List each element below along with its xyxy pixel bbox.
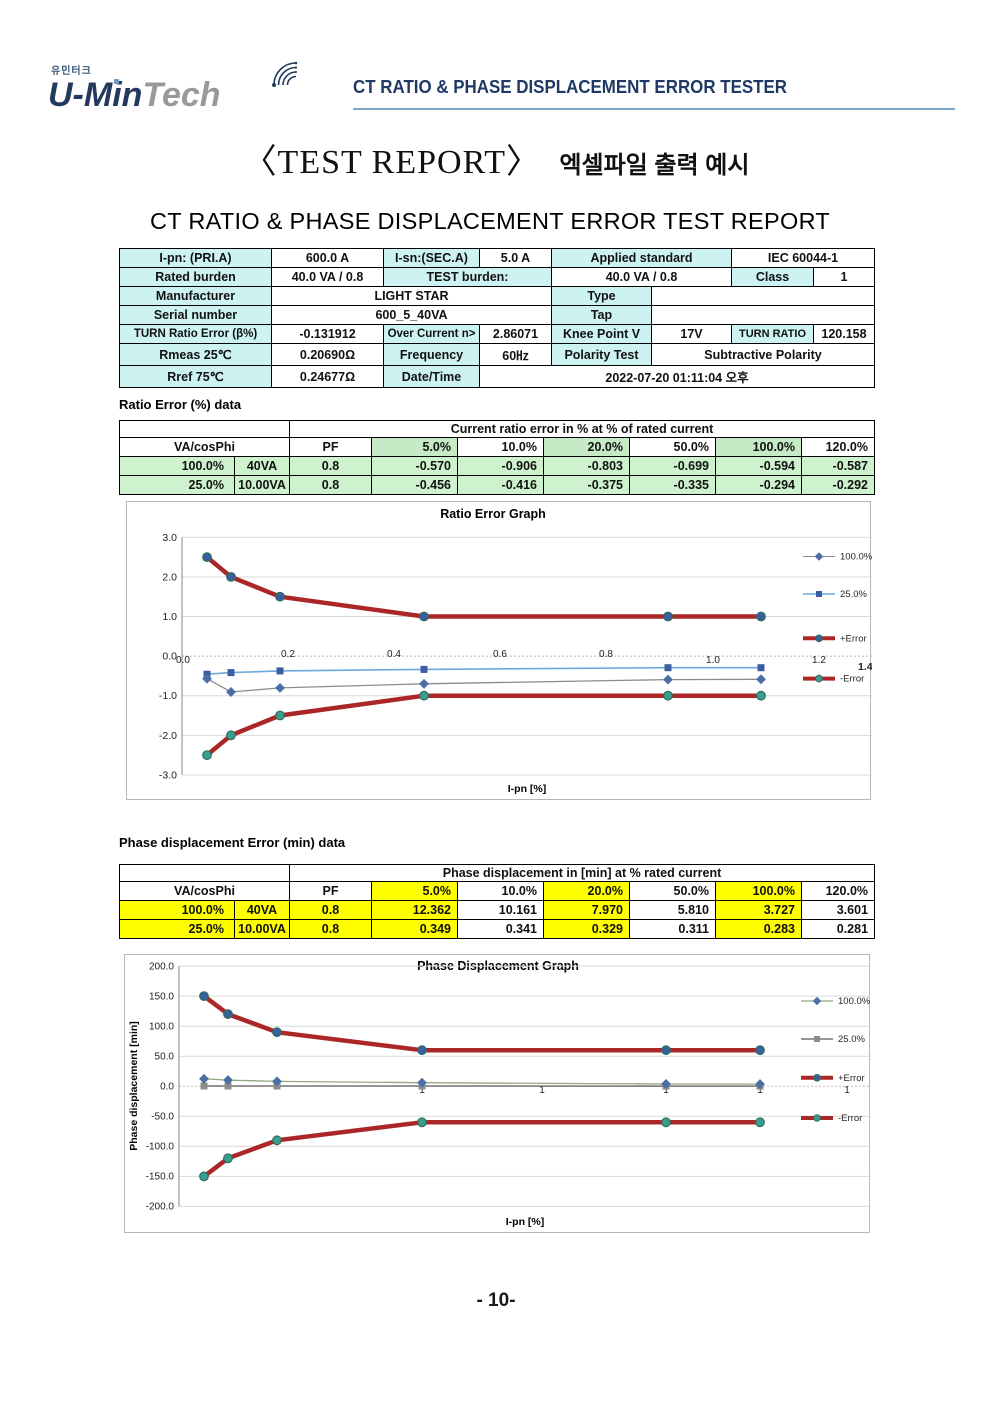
svg-text:100.0%: 100.0%	[840, 552, 872, 563]
svg-text:-200.0: -200.0	[146, 1202, 175, 1213]
svg-text:-150.0: -150.0	[146, 1172, 175, 1183]
svg-text:1.4: 1.4	[858, 661, 872, 673]
svg-text:+Error: +Error	[840, 633, 867, 644]
svg-text:-Error: -Error	[838, 1113, 862, 1124]
svg-text:0.2: 0.2	[281, 649, 295, 660]
svg-text:100.0: 100.0	[149, 1022, 174, 1033]
svg-text:50.0: 50.0	[155, 1052, 175, 1063]
svg-text:1.2: 1.2	[812, 655, 826, 666]
svg-text:Ratio Error Graph: Ratio Error Graph	[440, 507, 546, 521]
svg-text:Phase displacement [min]: Phase displacement [min]	[128, 1021, 140, 1151]
svg-text:1.0: 1.0	[162, 611, 177, 623]
svg-text:-50.0: -50.0	[151, 1112, 174, 1123]
svg-text:-3.0: -3.0	[159, 770, 177, 782]
svg-text:-1.0: -1.0	[159, 690, 177, 702]
svg-text:150.0: 150.0	[149, 992, 174, 1003]
svg-text:25.0%: 25.0%	[840, 589, 867, 600]
svg-text:2.0: 2.0	[162, 572, 177, 584]
svg-text:+Error: +Error	[838, 1073, 865, 1084]
svg-text:0.0: 0.0	[162, 651, 177, 663]
svg-text:-100.0: -100.0	[146, 1142, 175, 1153]
svg-text:1: 1	[844, 1085, 850, 1096]
svg-text:1.0: 1.0	[706, 655, 720, 666]
svg-text:0.0: 0.0	[176, 655, 190, 666]
svg-text:0.0: 0.0	[160, 1082, 174, 1093]
svg-text:0.6: 0.6	[493, 649, 507, 660]
svg-text:0.8: 0.8	[599, 649, 613, 660]
svg-text:-2.0: -2.0	[159, 730, 177, 742]
svg-text:0.4: 0.4	[387, 649, 401, 660]
svg-text:I-pn [%]: I-pn [%]	[506, 1216, 545, 1228]
svg-text:100.0%: 100.0%	[838, 996, 871, 1007]
svg-text:-Error: -Error	[840, 674, 864, 685]
svg-text:200.0: 200.0	[149, 962, 174, 973]
svg-text:25.0%: 25.0%	[838, 1034, 865, 1045]
svg-text:3.0: 3.0	[162, 532, 177, 544]
svg-text:I-pn [%]: I-pn [%]	[508, 783, 547, 795]
